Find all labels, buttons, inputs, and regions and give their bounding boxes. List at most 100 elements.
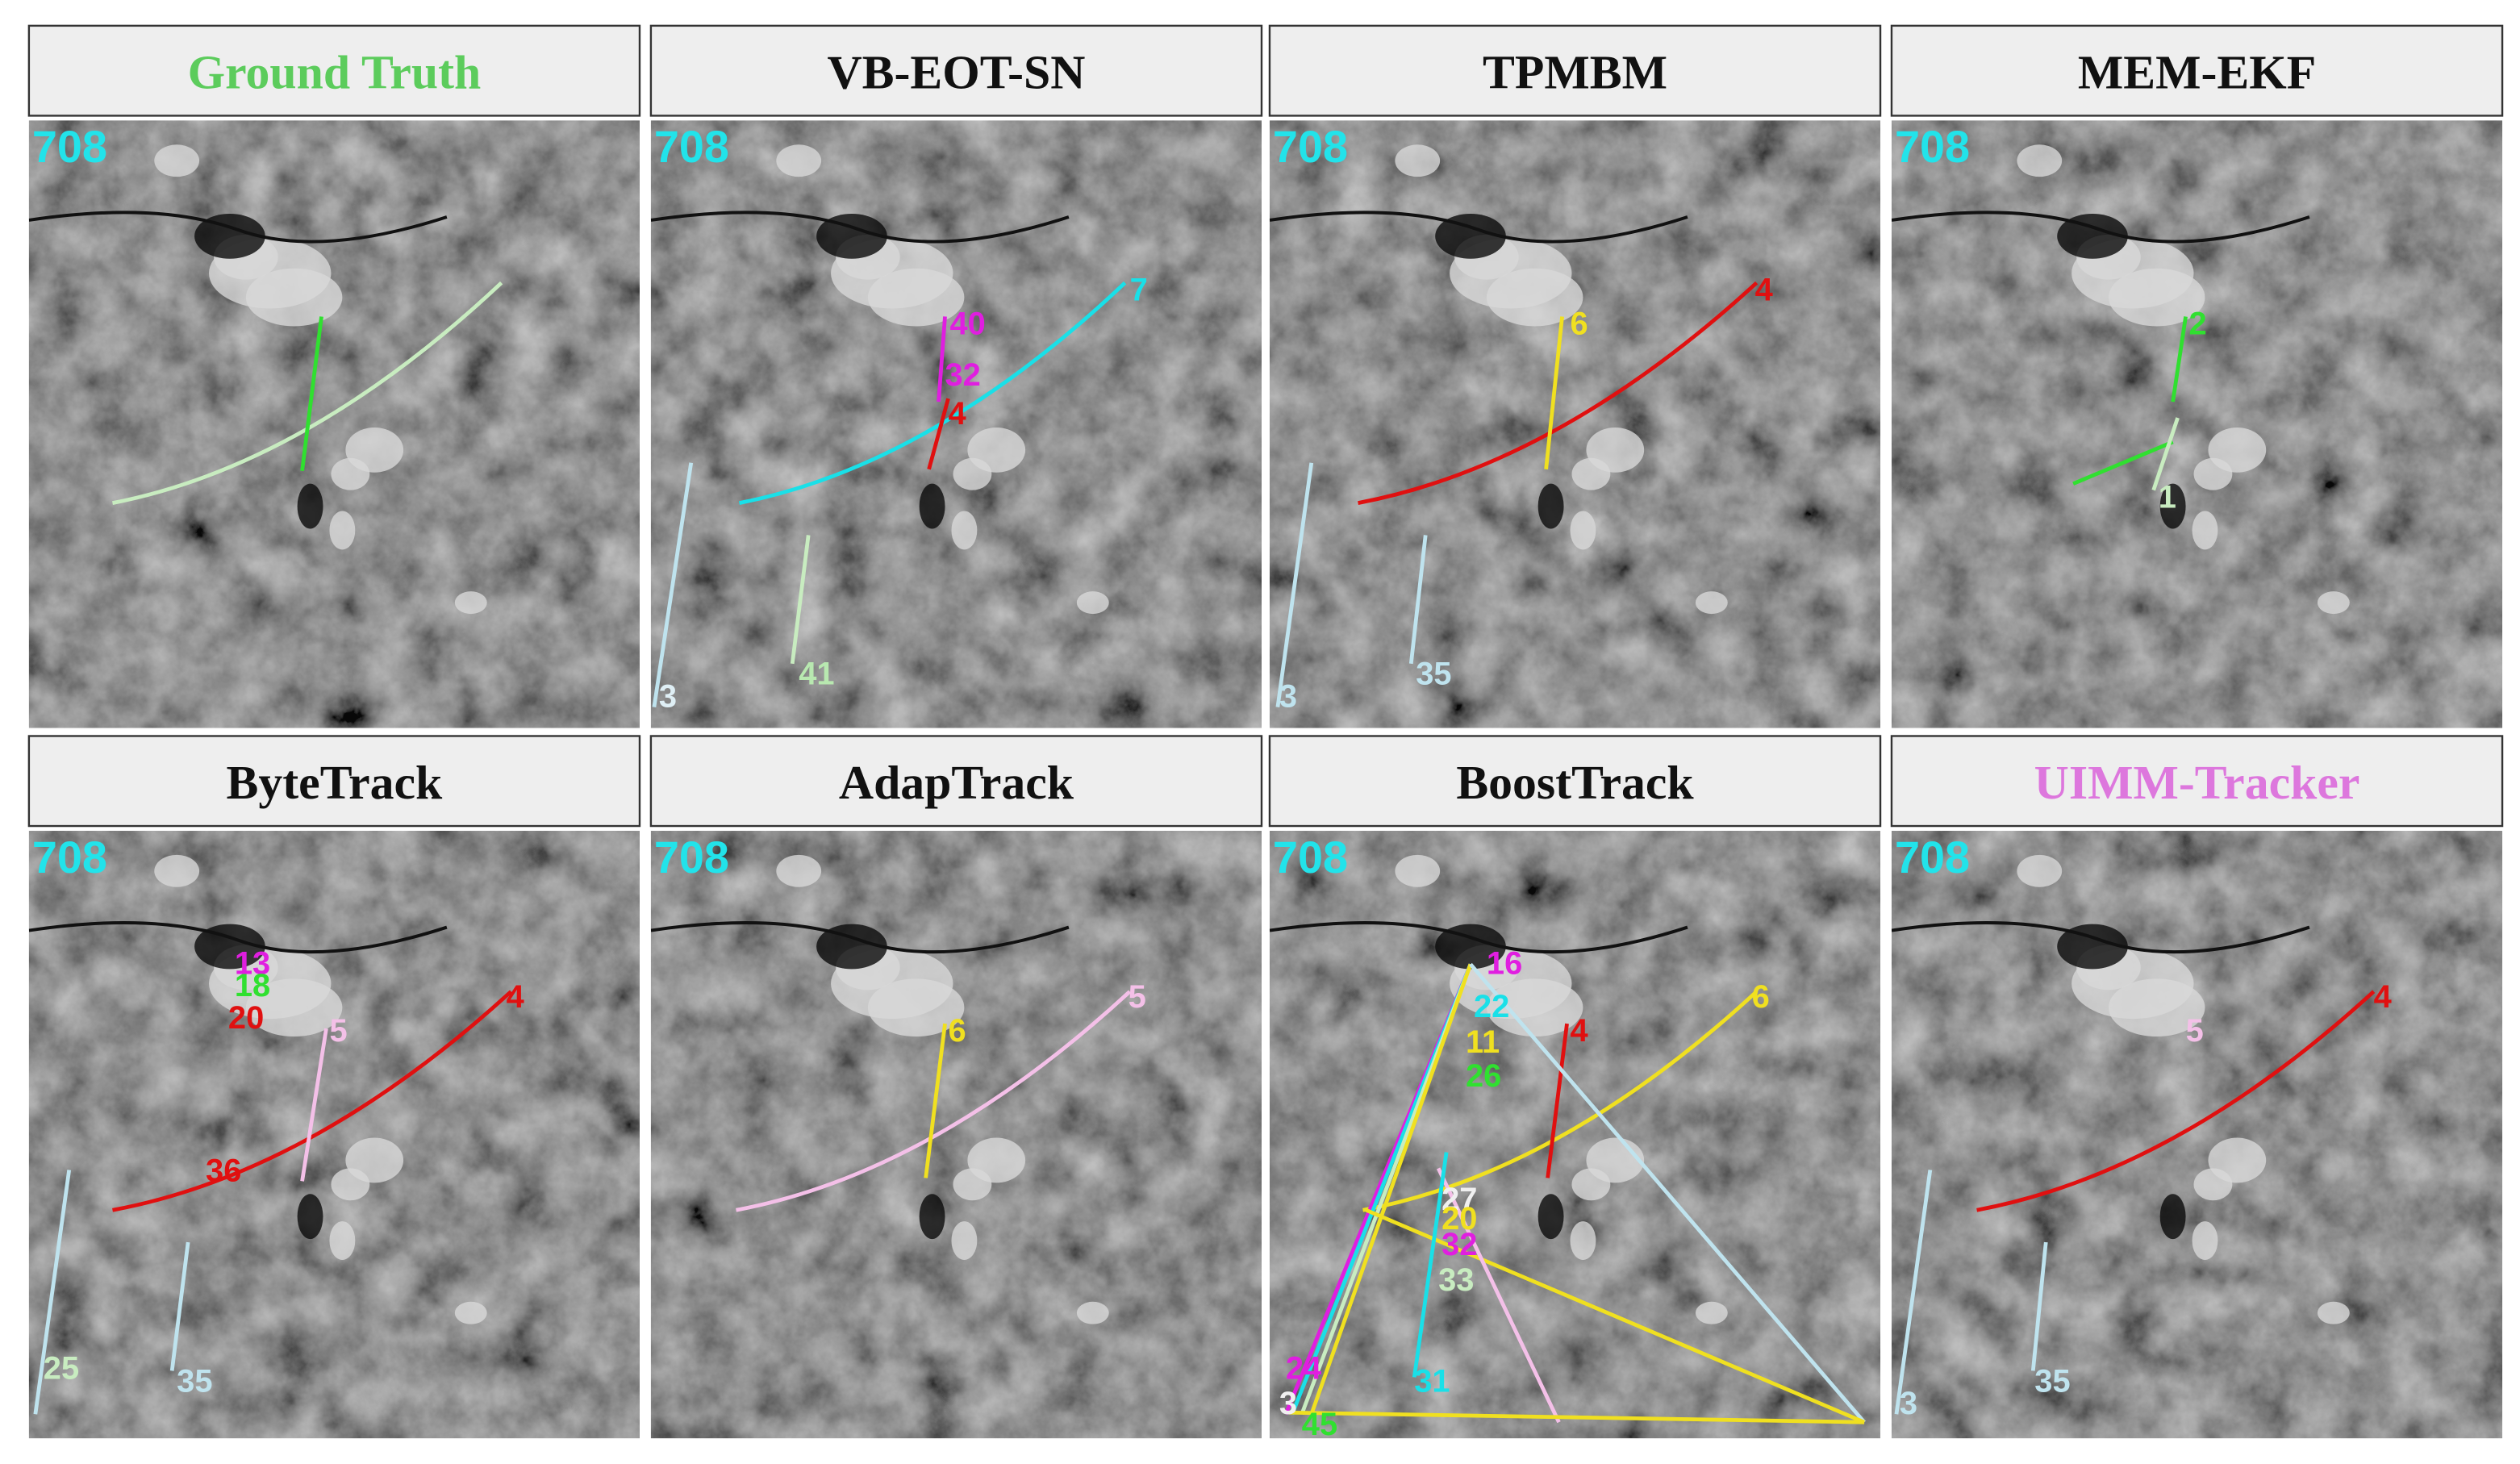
dark-area: [919, 1194, 945, 1240]
cloud: [2108, 978, 2205, 1037]
dark-area: [1537, 483, 1564, 529]
river: [650, 921, 1070, 954]
track-id: 22: [1474, 989, 1509, 1024]
track-id: 4: [1755, 273, 1773, 308]
track-id: 26: [1466, 1058, 1501, 1094]
panel: TPMBM 708 4 6 3 35: [1268, 24, 1882, 728]
terrain: [28, 831, 640, 1439]
track: [652, 462, 694, 707]
cloud: [2193, 457, 2233, 490]
cloud: [1395, 144, 1441, 177]
terrain: [1269, 831, 1881, 1439]
track-id: 32: [945, 357, 981, 393]
track-id: 2: [2189, 306, 2207, 341]
satellite-image: 708 5 6: [650, 831, 1262, 1439]
dark-area: [297, 1194, 323, 1240]
title-bar: [27, 735, 641, 828]
cloud: [1571, 457, 1611, 490]
title-bar: [649, 735, 1263, 828]
track: [33, 1170, 72, 1415]
track-id: 4: [507, 979, 524, 1015]
cloud: [2017, 854, 2063, 887]
panel-title: Ground Truth: [188, 46, 482, 99]
track: [739, 281, 1127, 505]
satellite-image: 708 2 1: [1891, 120, 2503, 728]
panel: MEM-EKF 708 2 1: [1890, 24, 2504, 728]
cloud: [1571, 1168, 1611, 1201]
river: [1891, 211, 2310, 244]
cloud: [2193, 1168, 2233, 1201]
dark-area: [2159, 1194, 2186, 1240]
dark-area: [1537, 1194, 1564, 1240]
track-id: 20: [1441, 1201, 1477, 1237]
cloud: [1076, 1301, 1109, 1324]
cloud: [331, 1168, 370, 1201]
track-id: 11: [1466, 1024, 1500, 1060]
panel-title: VB-EOT-SN: [828, 46, 1086, 99]
river: [1269, 921, 1688, 954]
track-id: 4: [948, 396, 966, 432]
track: [1365, 1208, 1866, 1424]
track: [1976, 990, 2376, 1212]
satellite-image: 708: [28, 120, 640, 728]
river: [28, 921, 448, 954]
dark-area: [1435, 924, 1506, 970]
track: [2171, 316, 2188, 402]
dark-area: [194, 213, 265, 259]
track: [924, 1023, 947, 1178]
track-id: 4: [2374, 979, 2392, 1015]
terrain: [28, 120, 640, 728]
cloud: [867, 978, 965, 1037]
frame-number: 708: [654, 832, 729, 882]
track-id: 6: [1571, 306, 1588, 341]
title-bar: [27, 24, 641, 117]
cloud: [2017, 144, 2063, 177]
track-id: 40: [949, 306, 985, 341]
track: [1546, 1023, 1569, 1178]
track: [927, 398, 950, 470]
dark-area: [816, 213, 887, 259]
frame-number: 708: [1895, 122, 1970, 172]
track: [736, 990, 1132, 1212]
frame-number: 708: [32, 832, 107, 882]
track: [1288, 1410, 1865, 1424]
frame-number: 708: [654, 122, 729, 172]
frame-number: 708: [1273, 832, 1348, 882]
track-id: 27: [1441, 1182, 1477, 1217]
track-id: 20: [228, 1000, 264, 1036]
track-id: 35: [2034, 1363, 2070, 1399]
cloud: [154, 144, 200, 177]
cloud: [245, 268, 343, 327]
track-id: 3: [1900, 1386, 1917, 1421]
title-bar: [1268, 735, 1882, 828]
frame-number: 708: [32, 122, 107, 172]
terrain: [1269, 120, 1881, 728]
track-id: 33: [1438, 1262, 1474, 1298]
track: [2151, 417, 2180, 491]
cloud: [2192, 511, 2218, 550]
terrain: [1891, 831, 2503, 1439]
track-id: 3: [659, 679, 677, 715]
track: [300, 1028, 328, 1182]
cloud: [1695, 1301, 1728, 1324]
terrain: [650, 120, 1262, 728]
panel: VB-EOT-SN 708 7 40 324 3 41: [649, 24, 1263, 728]
terrain: [1891, 120, 2503, 728]
track-id: 1: [2159, 480, 2176, 515]
track-id: 7: [1130, 273, 1148, 308]
track-id: 45: [1302, 1407, 1337, 1442]
cloud: [1486, 268, 1583, 327]
satellite-image: 708 4 5 3 35: [1891, 831, 2503, 1439]
cloud: [329, 1221, 356, 1260]
track: [1408, 535, 1428, 665]
track-id: 6: [948, 1013, 966, 1049]
satellite-image: 708 4 6 3 35: [1269, 120, 1881, 728]
dark-area: [1435, 213, 1506, 259]
track: [1358, 281, 1759, 505]
cloud: [2317, 1301, 2350, 1324]
track-id: 3: [1279, 1386, 1297, 1421]
